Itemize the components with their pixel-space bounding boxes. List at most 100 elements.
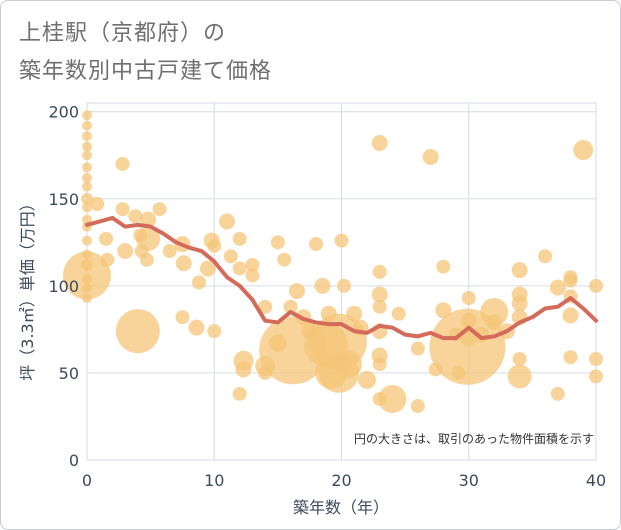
average-line-series — [85, 215, 598, 341]
bubble-point — [232, 386, 247, 401]
bubble-point — [191, 275, 206, 290]
y-tick-label: 100 — [48, 277, 79, 296]
bubble-point — [589, 351, 603, 366]
bubble-point — [589, 369, 603, 384]
bubble-point — [372, 299, 387, 314]
bubble-point — [334, 233, 349, 248]
bubble-point — [199, 260, 216, 277]
bubble-point — [333, 350, 362, 379]
bubble-point — [235, 361, 252, 378]
bubble-point — [115, 202, 130, 217]
bubble-point — [550, 386, 565, 401]
bubble-point — [82, 150, 92, 161]
bubble-point — [63, 251, 111, 300]
bubble-point — [152, 202, 167, 217]
bubble-point — [207, 238, 222, 253]
bubble-point — [175, 310, 190, 325]
bubble-point — [175, 255, 192, 272]
bubble-point — [82, 172, 92, 183]
bubble-point — [117, 243, 134, 260]
chart-title-line1: 上桂駅（京都府）の — [19, 21, 227, 46]
bubble-point — [232, 231, 247, 246]
bubble-point — [429, 308, 506, 385]
bubble-point — [82, 131, 92, 142]
bubble-point — [82, 162, 92, 173]
bubble-point — [562, 307, 579, 324]
bubble-point — [270, 235, 285, 250]
bubble-point — [207, 324, 222, 339]
bubble-point — [115, 309, 160, 354]
y-axis-label: 坪（3.3㎡）単価（万円） — [18, 195, 37, 380]
bubble-point — [188, 319, 205, 336]
x-tick-label: 20 — [331, 471, 351, 490]
y-tick-label: 0 — [69, 451, 79, 470]
bubble-point — [346, 305, 363, 322]
bubble-point — [378, 385, 407, 414]
x-tick-label: 0 — [82, 471, 92, 490]
bubble-point — [435, 302, 452, 319]
bubble-point — [82, 120, 92, 131]
bubble-point — [82, 235, 92, 246]
bubble-point — [563, 273, 578, 288]
bubble-point — [372, 264, 387, 279]
bubble-point — [589, 278, 603, 293]
y-tick-label: 150 — [48, 190, 79, 209]
bubble-point — [82, 181, 92, 192]
size-note: 円の大きさは、取引のあった物件面積を示す — [354, 431, 594, 446]
bubble-point — [115, 156, 130, 171]
y-tick-label: 50 — [59, 364, 79, 383]
bubble-point — [337, 278, 352, 293]
bubble-point — [277, 252, 292, 267]
bubble-point — [245, 257, 260, 272]
bubble-point — [82, 141, 92, 152]
bubble-point — [511, 262, 528, 279]
y-tick-label: 200 — [48, 103, 79, 122]
bubble-point — [288, 283, 305, 300]
bubble-point — [82, 202, 92, 213]
bubble-point — [232, 261, 247, 276]
bubble-point — [507, 364, 532, 389]
bubble-point — [486, 314, 503, 331]
bubble-point — [100, 252, 115, 267]
bubble-point — [140, 211, 157, 228]
bubble-point — [90, 197, 105, 212]
bubble-point — [538, 249, 553, 264]
bubble-point — [245, 268, 260, 283]
bubble-point — [422, 148, 439, 165]
bubble-point — [512, 351, 527, 366]
bubble-point — [410, 341, 425, 356]
bubble-point — [371, 286, 388, 303]
bubble-point — [223, 249, 238, 264]
x-tick-label: 40 — [586, 471, 606, 490]
bubble-point — [218, 213, 235, 230]
bubble-point — [81, 192, 93, 205]
x-axis-label: 築年数（年） — [293, 498, 389, 517]
bubble-point — [436, 259, 451, 274]
x-tick-label: 30 — [459, 471, 479, 490]
bubble-point — [549, 279, 566, 296]
bubble-point — [511, 295, 528, 312]
bubble-point — [461, 291, 476, 306]
x-tick-label: 10 — [204, 471, 224, 490]
bubble-point — [258, 299, 273, 314]
bubble-point — [309, 237, 324, 252]
bubble-point — [82, 110, 92, 121]
bubble-point — [357, 370, 376, 389]
bubble-point — [410, 399, 425, 414]
bubble-point — [563, 350, 578, 365]
bubble-point — [162, 244, 177, 259]
bubble-point — [371, 135, 388, 152]
bubble-point — [139, 252, 154, 267]
bubble-point — [136, 226, 161, 251]
axis-ticks: 0 10 20 30 40 0 50 100 150 200 — [48, 103, 606, 490]
bubble-point — [391, 306, 406, 321]
bubble-point — [372, 357, 387, 372]
bubble-point — [314, 277, 331, 294]
bubble-point — [128, 209, 143, 224]
bubble-point — [573, 140, 594, 161]
chart-title-line2: 築年数別中古戸建て価格 — [19, 59, 273, 84]
bubble-point — [99, 231, 114, 246]
bubble-point — [283, 299, 298, 314]
average-price-line — [85, 215, 598, 341]
